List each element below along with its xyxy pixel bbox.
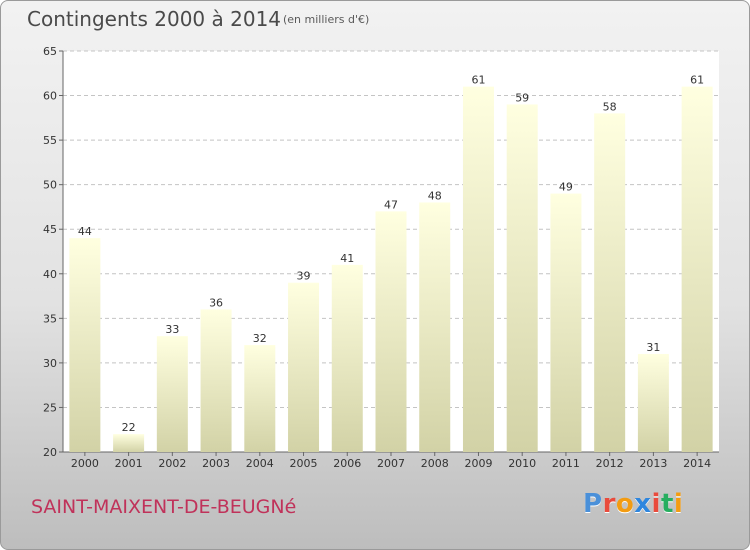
y-tick-label: 45 [43, 223, 57, 236]
y-tick-label: 25 [43, 401, 57, 414]
bar-2006 [331, 264, 363, 452]
x-tick-label-2010: 2010 [508, 457, 536, 470]
y-tick-label: 20 [43, 446, 57, 459]
value-label-2012: 58 [603, 100, 617, 113]
bar-2002 [156, 336, 188, 452]
value-label-2010: 59 [515, 91, 529, 104]
value-label-2006: 41 [340, 252, 354, 265]
y-tick-label: 60 [43, 90, 57, 103]
bar-2004 [244, 345, 276, 452]
x-tick-label-2004: 2004 [246, 457, 274, 470]
value-label-2008: 48 [428, 189, 442, 202]
value-label-2007: 47 [384, 198, 398, 211]
value-label-2001: 22 [122, 421, 136, 434]
bar-2011 [550, 193, 582, 453]
chart-title: Contingents 2000 à 2014 [27, 7, 282, 31]
bar-2001 [113, 434, 145, 452]
bar-2008 [419, 202, 451, 452]
y-tick-label: 40 [43, 268, 57, 281]
bar-2013 [637, 353, 669, 452]
bar-2003 [200, 309, 232, 452]
value-label-2005: 39 [297, 270, 311, 283]
x-tick-label-2008: 2008 [421, 457, 449, 470]
x-tick-label-2014: 2014 [683, 457, 711, 470]
x-tick-label-2011: 2011 [552, 457, 580, 470]
bar-2012 [594, 113, 626, 452]
x-tick-label-2006: 2006 [333, 457, 361, 470]
x-tick-label-2007: 2007 [377, 457, 405, 470]
value-label-2004: 32 [253, 332, 267, 345]
x-tick-label-2013: 2013 [639, 457, 667, 470]
x-tick-label-2009: 2009 [464, 457, 492, 470]
value-label-2002: 33 [165, 323, 179, 336]
x-tick-label-2012: 2012 [596, 457, 624, 470]
value-label-2014: 61 [690, 74, 704, 87]
bar-2014 [681, 86, 713, 453]
proxiti-logo: Proxiti [583, 489, 684, 519]
x-tick-label-2002: 2002 [158, 457, 186, 470]
bar-2007 [375, 211, 407, 452]
y-tick-label: 30 [43, 357, 57, 370]
x-tick-label-2000: 2000 [71, 457, 99, 470]
chart-subtitle: (en milliers d'€) [283, 13, 370, 26]
bar-2010 [506, 104, 538, 452]
value-label-2009: 61 [471, 74, 485, 87]
x-tick-label-2005: 2005 [290, 457, 318, 470]
value-label-2003: 36 [209, 296, 223, 309]
value-label-2011: 49 [559, 181, 573, 194]
commune-name: SAINT-MAIXENT-DE-BEUGNé [31, 496, 297, 518]
bar-2000 [69, 238, 101, 452]
x-tick-label-2001: 2001 [115, 457, 143, 470]
value-label-2000: 44 [78, 225, 92, 238]
y-tick-label: 50 [43, 179, 57, 192]
bar-2009 [462, 86, 494, 453]
y-tick-label: 55 [43, 134, 57, 147]
value-label-2013: 31 [646, 341, 660, 354]
y-tick-label: 35 [43, 312, 57, 325]
x-tick-label-2003: 2003 [202, 457, 230, 470]
y-tick-label: 65 [43, 45, 57, 58]
bar-2005 [288, 282, 320, 452]
